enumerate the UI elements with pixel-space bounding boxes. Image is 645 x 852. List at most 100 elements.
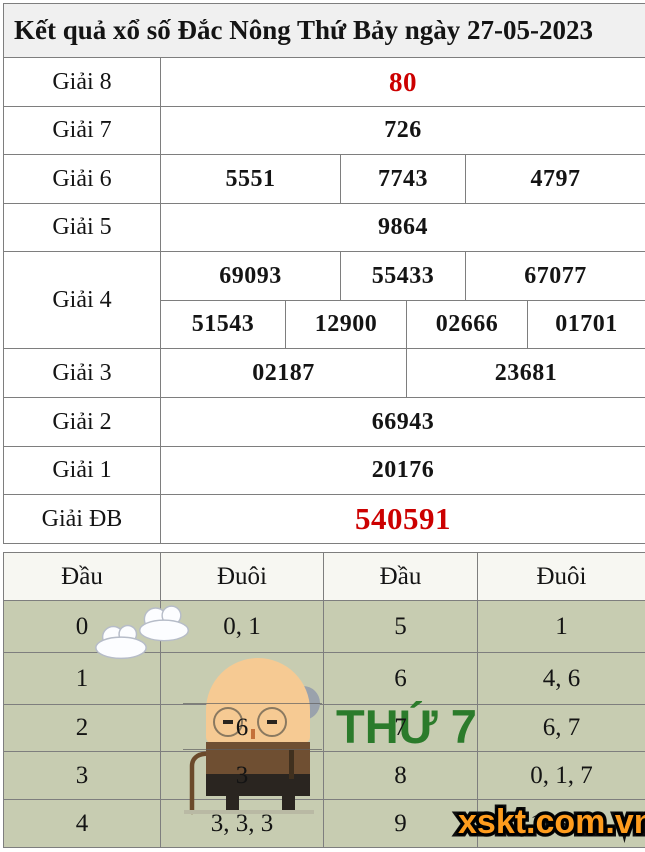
gridline-overlay — [183, 749, 322, 750]
stats-cell: 7 — [323, 704, 478, 752]
mascot-leg — [282, 796, 295, 812]
stats-row-3: 3 3 8 0, 1, 7 — [3, 751, 645, 800]
stats-value: 3, 3, 3 — [210, 809, 274, 837]
prize-label-db: Giải ĐB — [3, 494, 161, 544]
prize-value-3b: 23681 — [405, 348, 645, 398]
page-title: Kết quả xổ số Đắc Nông Thứ Bảy ngày 27-0… — [2, 3, 645, 58]
prize-value-4b1: 51543 — [160, 300, 286, 349]
weekday-badge: THỨ 7 — [336, 700, 477, 753]
stats-row-1: 1 6 4, 6 — [3, 652, 645, 705]
prize-value-6c: 4797 — [464, 154, 645, 204]
stats-row-4: 4 3, 3, 3 9 1, 3, 7 — [3, 799, 645, 848]
stats-header-dau-2: Đầu — [323, 552, 478, 601]
stats-cell: 1 — [3, 652, 161, 705]
prize-row-8: Giải 8 80 — [3, 57, 645, 107]
stats-value: 4, 6 — [542, 664, 581, 692]
prize-label-4: Giải 4 — [3, 251, 161, 349]
prize-label-5: Giải 5 — [3, 203, 161, 252]
prize-row-1: Giải 1 20176 — [3, 446, 645, 495]
cloud-icon — [92, 620, 150, 660]
stats-value: 6, 7 — [542, 714, 581, 741]
stats-value: 5 — [394, 612, 407, 640]
mascot-arm — [289, 750, 294, 779]
prize-label-2: Giải 2 — [3, 397, 161, 447]
mascot-nose — [251, 729, 255, 739]
prize-label-3: Giải 3 — [3, 348, 161, 398]
stats-cell: 6 — [323, 652, 478, 705]
prize-value-5: 9864 — [159, 203, 645, 252]
stats-value: 1 — [75, 664, 89, 692]
title-row: Kết quả xổ số Đắc Nông Thứ Bảy ngày 27-0… — [2, 3, 645, 58]
glasses-lens-icon — [213, 707, 243, 737]
glasses-lens-icon — [257, 707, 287, 737]
stats-value: 9 — [394, 809, 407, 837]
prize-value-1: 20176 — [159, 446, 645, 495]
stats-header-dau-1: Đầu — [3, 552, 161, 601]
prize-value-4b3: 02666 — [406, 300, 528, 349]
prize-value-6b: 7743 — [340, 154, 466, 204]
cloud-icon — [136, 600, 192, 644]
stats-cell: 0, 1 — [160, 600, 324, 653]
stats-value: 7 — [394, 714, 407, 741]
prize-value-6a: 5551 — [160, 154, 341, 204]
stats-value: 0, 1 — [223, 612, 261, 640]
stats-value: 3 — [75, 761, 89, 789]
stats-header-duoi-1: Đuôi — [160, 552, 324, 601]
prize-row-5: Giải 5 9864 — [3, 203, 645, 252]
mascot-shirt — [206, 742, 310, 774]
prize-label-6: Giải 6 — [3, 154, 161, 204]
prize-value-db: 540591 — [159, 494, 645, 544]
stats-row-2: 2 6 7 6, 7 — [3, 704, 645, 752]
mascot-eye — [267, 720, 277, 724]
prize-value-4b4: 01701 — [526, 300, 645, 349]
stats-value: 4 — [75, 809, 89, 837]
stats-value: 1, 3, 7 — [530, 809, 593, 837]
site-watermark: xskt.com.vn — [455, 800, 645, 845]
prize-value-4a3: 67077 — [464, 251, 645, 301]
prize-value-4b2: 12900 — [285, 300, 407, 349]
gridline-overlay — [183, 703, 322, 704]
prize-row-4a: Giải 4 69093 55433 67077 — [3, 251, 645, 349]
stats-cell: 5 — [323, 600, 478, 653]
stats-header-row: Đầu Đuôi Đầu Đuôi — [3, 552, 645, 601]
stats-header-duoi-2: Đuôi — [477, 552, 645, 601]
prize-label-7: Giải 7 — [3, 106, 161, 155]
ground-line — [184, 810, 314, 814]
mascot-pants — [206, 774, 310, 796]
stats-cell: 8 — [323, 751, 478, 800]
stats-value: 6 — [235, 714, 249, 741]
prize-value-4a1: 69093 — [160, 251, 341, 301]
prize-label-8: Giải 8 — [3, 57, 161, 107]
prize-value-8: 80 — [159, 57, 645, 107]
mascot-eye — [223, 720, 233, 724]
old-man-mascot-icon — [180, 650, 322, 818]
stats-cell: 3, 3, 3 — [160, 799, 324, 848]
stats-value: 2 — [75, 714, 89, 741]
prize-value-2: 66943 — [159, 397, 645, 447]
stats-cell: 9 — [323, 799, 478, 848]
prize-row-7: Giải 7 726 — [3, 106, 645, 155]
stats-value: 8 — [394, 761, 407, 789]
stats-cell: 1 — [477, 600, 645, 653]
stats-value: 3 — [235, 761, 249, 789]
stats-value: 6 — [394, 664, 407, 692]
stats-value: 0, 1, 7 — [530, 761, 593, 789]
prize-value-7: 726 — [159, 106, 645, 155]
prize-value-3a: 02187 — [160, 348, 407, 398]
prize-label-1: Giải 1 — [3, 446, 161, 495]
prize-row-3: Giải 3 02187 23681 — [3, 348, 645, 398]
stats-cell: 6, 7 — [477, 704, 645, 752]
prize-row-6: Giải 6 5551 7743 4797 — [3, 154, 645, 204]
stats-cell: 0, 1, 7 — [477, 751, 645, 800]
stats-cell: 4 — [3, 799, 161, 848]
stats-cell: 2 — [3, 704, 161, 752]
prize-row-2: Giải 2 66943 — [3, 397, 645, 447]
mascot-leg — [226, 796, 239, 812]
stats-value: 0 — [75, 612, 89, 640]
stats-cell: 4, 6 — [477, 652, 645, 705]
stats-cell: 3 — [3, 751, 161, 800]
results-table: Kết quả xổ số Đắc Nông Thứ Bảy ngày 27-0… — [2, 3, 645, 544]
prize-row-db: Giải ĐB 540591 — [3, 494, 645, 544]
stats-value: 1 — [555, 612, 568, 640]
